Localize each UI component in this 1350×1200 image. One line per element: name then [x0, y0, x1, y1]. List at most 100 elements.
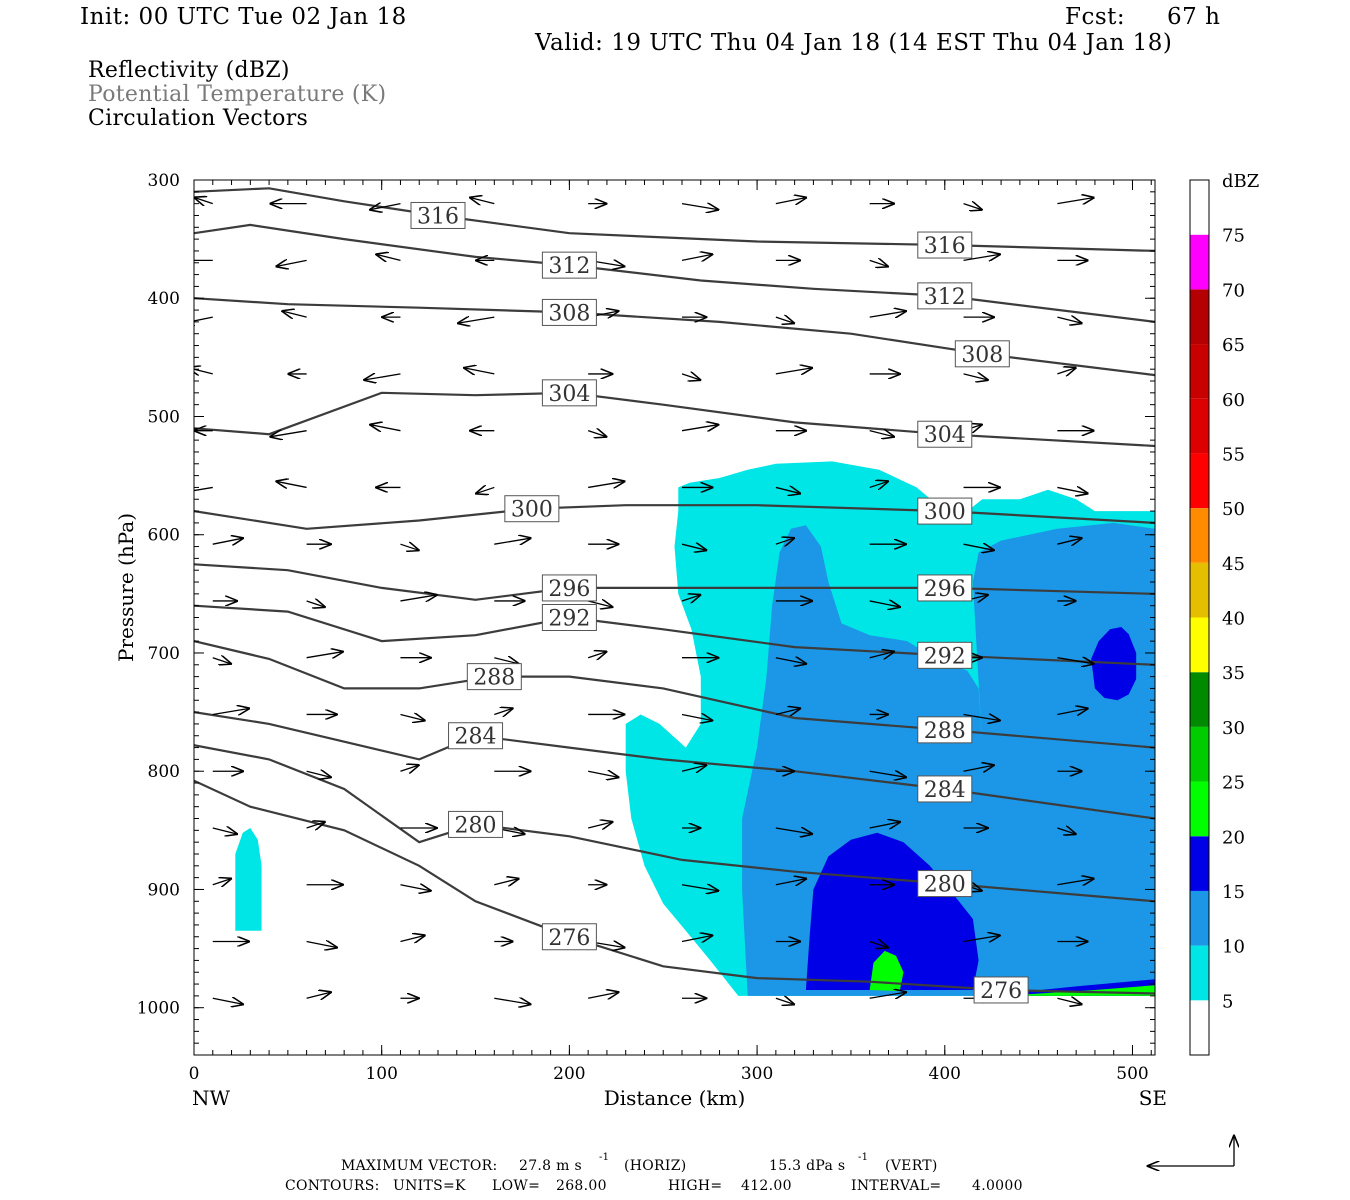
svg-text:300: 300: [511, 498, 553, 523]
circulation-vector: [775, 317, 794, 323]
isentrope-300: [194, 504, 1155, 530]
circulation-vector: [194, 368, 213, 374]
circulation-vector: [1057, 317, 1081, 323]
contour-low-label: LOW=: [492, 1178, 541, 1194]
circulation-vector: [963, 204, 982, 210]
circulation-vector: [306, 941, 337, 947]
isentrope-label-288: 288: [466, 663, 522, 691]
isentrope-label-296: 296: [917, 574, 973, 602]
contour-units: UNITS=K: [393, 1178, 466, 1194]
circulation-vector: [494, 879, 518, 885]
circulation-vector: [494, 538, 530, 544]
circulation-vector: [1057, 708, 1087, 714]
svg-text:280: 280: [455, 813, 497, 838]
colorbar-label: 75: [1222, 226, 1245, 247]
circulation-vector: [494, 658, 518, 664]
circulation-vector: [494, 998, 530, 1004]
isentrope-label-288: 288: [917, 716, 973, 744]
svg-text:304: 304: [548, 382, 590, 407]
y-tick-label: 700: [148, 644, 180, 664]
circulation-vector: [370, 204, 401, 210]
circulation-vector: [277, 481, 307, 487]
colorbar-label: 15: [1222, 882, 1245, 903]
circulation-vector: [277, 260, 307, 266]
colorbar-swatch: [1190, 726, 1209, 782]
colorbar-swatch: [1190, 289, 1209, 345]
circulation-vector: [470, 198, 495, 204]
circulation-vector: [306, 992, 331, 998]
svg-text:276: 276: [980, 979, 1022, 1004]
max-vertical-vector: 15.3 dPa s: [769, 1158, 846, 1174]
vert-unit: (VERT): [885, 1158, 938, 1174]
circulation-vector: [681, 765, 706, 771]
isentrope-284: [194, 711, 1155, 820]
circulation-vector: [775, 487, 800, 493]
colorbar-swatch: [1190, 672, 1209, 727]
x-tick-label: 0: [189, 1064, 200, 1084]
svg-text:284: 284: [455, 725, 497, 750]
reflectivity-region-20: [869, 950, 904, 992]
isentrope-312: [194, 223, 1155, 323]
colorbar-unit: dBZ: [1222, 171, 1259, 192]
colorbar-swatch: [1190, 617, 1209, 673]
circulation-vector: [212, 879, 231, 885]
reflectivity-region-5: [235, 828, 262, 931]
svg-text:296: 296: [924, 577, 966, 602]
horiz-unit: (HORIZ): [624, 1158, 687, 1174]
circulation-vector: [283, 311, 307, 317]
circulation-vector: [364, 374, 401, 380]
circulation-vector: [869, 992, 906, 998]
contour-high-value: 412.00: [741, 1178, 792, 1194]
svg-text:308: 308: [961, 343, 1003, 368]
colorbar-frame: [1189, 179, 1210, 1056]
colorbar-swatch: [1190, 1000, 1209, 1055]
circulation-vector: [400, 595, 436, 601]
circulation-vector: [869, 652, 894, 658]
circulation-vector: [400, 885, 430, 891]
circulation-vector: [681, 425, 718, 431]
circulation-vector: [194, 486, 213, 492]
circulation-vector: [681, 254, 712, 260]
circulation-vector: [681, 204, 718, 210]
circulation-vector: [775, 198, 806, 204]
circulation-vector: [1057, 487, 1087, 493]
circulation-vector: [588, 992, 618, 998]
y-tick-label: 500: [148, 407, 180, 427]
circulation-vector: [212, 998, 243, 1004]
circulation-vector: [212, 828, 237, 834]
svg-text:316: 316: [417, 204, 459, 229]
x-tick-label: 200: [553, 1064, 585, 1084]
svg-text:292: 292: [924, 644, 966, 669]
circulation-vector: [271, 431, 307, 437]
circulation-vector: [1057, 368, 1075, 374]
isentrope-label-312: 312: [541, 251, 597, 279]
circulation-vector: [775, 538, 794, 544]
y-axis-label: Pressure (hPa): [114, 513, 138, 662]
isentrope-label-292: 292: [917, 641, 973, 669]
circulation-vector: [476, 487, 495, 493]
circulation-vector: [681, 714, 712, 720]
contour-interval-label: INTERVAL=: [851, 1178, 942, 1194]
circulation-vector: [588, 822, 612, 828]
circulation-vector: [1057, 879, 1093, 885]
colorbar-swatch: [1190, 945, 1209, 1001]
circulation-vector: [587, 431, 606, 437]
circulation-vector: [370, 425, 401, 431]
isentrope-label-308: 308: [541, 298, 597, 326]
isentrope-label-276: 276: [973, 976, 1029, 1004]
colorbar-label: 10: [1222, 937, 1245, 958]
svg-text:300: 300: [924, 500, 966, 525]
svg-text:280: 280: [924, 873, 966, 898]
circulation-vector: [681, 544, 706, 550]
circulation-vector: [963, 765, 994, 771]
circulation-vector: [376, 254, 401, 260]
x-end-label-left: NW: [192, 1086, 231, 1110]
svg-text:288: 288: [473, 666, 515, 691]
circulation-vector: [869, 941, 888, 947]
svg-text:312: 312: [924, 285, 966, 310]
isentrope-label-284: 284: [448, 722, 504, 750]
y-tick-label: 1000: [137, 999, 180, 1019]
y-tick-label: 800: [148, 762, 180, 782]
svg-text:284: 284: [924, 778, 966, 803]
contour-low-value: 268.00: [556, 1178, 607, 1194]
